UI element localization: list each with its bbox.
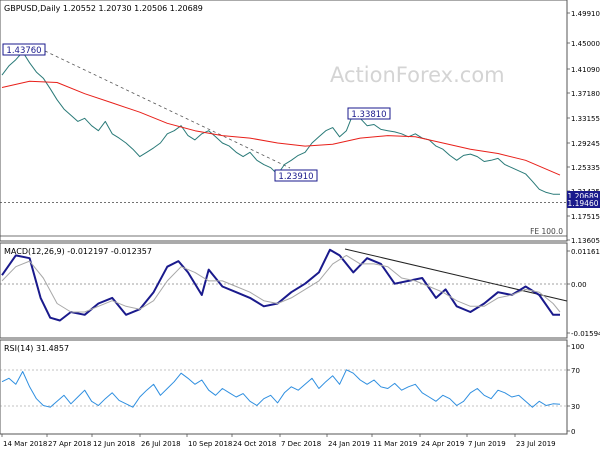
y-tick-label: 1.33155 [571, 115, 600, 123]
watermark: ActionForex.com [330, 63, 505, 87]
tick-labels-group: 1.49910 1.45000 1.41090 1.37180 1.33155 1.292… [1, 10, 600, 448]
y-tick-label: -0.015949 [571, 330, 600, 338]
x-tick-label: 23 Jul 2019 [516, 440, 556, 448]
rsi-series-group [1, 369, 561, 408]
y-tick-label: 100 [571, 343, 584, 351]
fe-100-label: FE 100.0 [530, 227, 563, 236]
price-trend-line-helper [45, 51, 290, 168]
macd-series-group [1, 248, 561, 322]
support-level-tag-text: 1.19460 [567, 199, 598, 208]
x-tick-label: 7 Jun 2019 [468, 440, 506, 448]
y-tick-label: 0.00 [571, 281, 587, 289]
price-panel-title: GBPUSD,Daily 1.20552 1.20730 1.20506 1.2… [4, 4, 203, 13]
label-low-text: 1.23910 [278, 172, 313, 182]
support-level-tag-bg [567, 198, 600, 208]
x-tick-label: 11 Mar 2019 [373, 440, 417, 448]
x-tick-label: 14 Mar 2018 [3, 440, 47, 448]
y-tick-label: 1.49910 [571, 10, 600, 18]
ma-line [1, 80, 561, 176]
signal-line [1, 254, 561, 313]
label-mid-text: 1.33810 [351, 110, 386, 120]
y-tick-label: 1.29245 [571, 140, 600, 148]
y-tick-label: 1.41090 [571, 66, 600, 74]
rsi-panel-title: RSI(14) 31.4857 [4, 344, 69, 353]
x-tick-label: 27 Apr 2018 [48, 440, 91, 448]
macd-line [1, 248, 560, 322]
current-price-tag: 1.20689 [567, 191, 600, 201]
price-panel-frame [0, 0, 568, 242]
y-tick-label: 30 [571, 403, 580, 411]
macd-panel-frame [0, 242, 568, 339]
x-tick-label: 24 Jan 2019 [328, 440, 370, 448]
y-tick-label: 1.45000 [571, 40, 600, 48]
rsi-line [1, 369, 561, 408]
y-tick-label: 0 [571, 428, 575, 436]
x-tick-label: 24 Oct 2018 [233, 440, 276, 448]
current-price-tag-bg [567, 191, 600, 201]
label-high-1-43760: 1.43760 [2, 43, 46, 56]
y-tick-label: 1.13605 [571, 237, 600, 245]
x-tick-label: 24 Apr 2019 [421, 440, 464, 448]
x-tick-label: 7 Dec 2018 [281, 440, 321, 448]
x-tick-label: 12 Jun 2018 [93, 440, 135, 448]
label-high-box [2, 43, 46, 56]
y-tick-label: 70 [571, 367, 580, 375]
x-tick-label: 10 Sep 2018 [188, 440, 232, 448]
label-low-1-23910: 1.23910 [274, 169, 318, 182]
y-tick-label: 0.011619 [571, 248, 600, 256]
label-mid-box [347, 107, 391, 120]
rsi-panel-frame [0, 339, 568, 435]
macd-panel-title: MACD(12,26,9) -0.012197 -0.012357 [4, 247, 152, 256]
label-high-text: 1.43760 [6, 46, 41, 56]
y-tick-label: 1.25335 [571, 164, 600, 172]
label-low-box [274, 169, 318, 182]
y-tick-label: 1.37180 [571, 90, 600, 98]
current-price-tag-text: 1.20689 [567, 192, 598, 201]
support-level-tag: 1.19460 [567, 198, 600, 208]
label-high-1-33810: 1.33810 [347, 107, 391, 120]
macd-trend-line [344, 248, 568, 302]
x-tick-label: 26 Jul 2018 [141, 440, 181, 448]
y-tick-label: 1.17515 [571, 213, 600, 221]
